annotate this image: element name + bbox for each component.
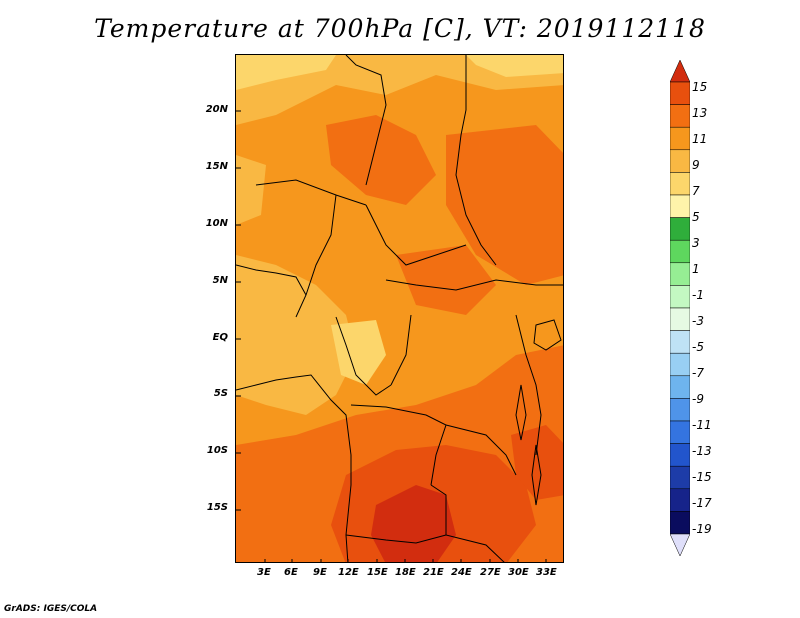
- fill-north-coolest: [236, 55, 336, 90]
- colorbar-label: -1: [692, 288, 704, 302]
- border-car-drc: [385, 279, 563, 291]
- lon-label: 18E: [395, 567, 416, 578]
- lat-label: 15N: [205, 161, 228, 172]
- colorbar-label: 15: [692, 80, 708, 94]
- colorbar-label: -5: [692, 340, 704, 354]
- colorbar-cells: [670, 60, 690, 557]
- colorbar-cell: [670, 149, 690, 173]
- colorbar-label: -19: [692, 522, 712, 536]
- border-chad-car: [365, 204, 467, 266]
- colorbar-label: 5: [692, 210, 700, 224]
- colorbar-top-arrow: [670, 60, 690, 83]
- fill-southern-max: [371, 485, 456, 562]
- colorbar-label: -17: [692, 496, 712, 510]
- lon-label: 24E: [451, 567, 472, 578]
- lon-label: 27E: [480, 567, 501, 578]
- colorbar-label: 3: [692, 236, 700, 250]
- fill-congo-cool: [331, 320, 386, 385]
- lat-label: 5S: [213, 388, 228, 399]
- colorbar-cell: [670, 330, 690, 354]
- lon-label: 21E: [423, 567, 444, 578]
- lat-label: 10S: [206, 445, 228, 456]
- lon-label: 30E: [508, 567, 529, 578]
- colorbar-cell: [670, 443, 690, 467]
- colorbar-label: -11: [692, 418, 712, 432]
- lon-label: 3E: [257, 567, 271, 578]
- border-zambia-drc: [445, 424, 517, 476]
- colorbar-cell: [670, 307, 690, 331]
- lake-tanganyika: [515, 384, 527, 441]
- colorbar-label: -3: [692, 314, 704, 328]
- fill-sahel-warm: [326, 115, 436, 205]
- map-title: Temperature at 700hPa [C], VT: 201911211…: [94, 14, 706, 43]
- country-borders: [236, 55, 563, 562]
- border-angola-drc: [350, 404, 447, 486]
- colorbar-cell: [670, 81, 690, 105]
- colorbar-cell: [670, 126, 690, 151]
- colorbar-cell: [670, 465, 690, 490]
- fill-center-warm: [396, 245, 496, 315]
- border-angola-namibia: [345, 534, 447, 544]
- colorbar-cell: [670, 375, 690, 399]
- colorbar-label: 11: [692, 132, 708, 146]
- fill-southeast-hot: [511, 425, 563, 500]
- lat-label: 15S: [206, 502, 228, 513]
- fill-north-band: [236, 55, 563, 125]
- lat-ticks: [236, 110, 241, 511]
- border-libya-niger: [345, 55, 387, 186]
- map-frame: [235, 54, 564, 563]
- coast-west: [236, 374, 352, 562]
- lon-label: 9E: [313, 567, 327, 578]
- colorbar-label: -7: [692, 366, 704, 380]
- lat-label: 5N: [212, 275, 228, 286]
- colorbar-label: -9: [692, 392, 704, 406]
- colorbar-cell: [670, 352, 690, 377]
- colorbar-cell: [670, 104, 690, 128]
- lat-label: 10N: [205, 218, 228, 229]
- fill-west-cool: [236, 255, 356, 415]
- colorbar-bottom-arrow: [670, 533, 690, 557]
- lon-ticks: [264, 559, 547, 562]
- fill-west-cool2: [236, 155, 266, 225]
- fill-north-east-cool: [466, 55, 563, 77]
- colorbar-label: -13: [692, 444, 712, 458]
- border-gulf: [236, 264, 307, 296]
- border-niger-nigeria: [255, 179, 367, 206]
- border-chad-sudan: [455, 55, 497, 266]
- lon-label: 15E: [367, 567, 388, 578]
- colorbar-label: 13: [692, 106, 708, 120]
- credit-text: GrADS: IGES/COLA: [4, 604, 98, 614]
- colorbar-cell: [670, 488, 690, 512]
- lake-malawi: [531, 444, 542, 506]
- lon-label: 12E: [338, 567, 359, 578]
- colorbar-cell: [670, 172, 690, 196]
- colorbar-label: 9: [692, 158, 700, 172]
- colorbar-cell: [670, 285, 690, 309]
- border-drc-west: [390, 314, 412, 386]
- border-congo: [335, 316, 392, 396]
- colorbar-cell: [670, 239, 690, 264]
- lat-label: EQ: [212, 332, 228, 343]
- colorbar-label: 1: [692, 262, 700, 276]
- lon-label: 33E: [536, 567, 557, 578]
- colorbar-cell: [670, 398, 690, 422]
- border-cameroon: [295, 194, 337, 318]
- colorbar-cell: [670, 262, 690, 286]
- colorbar: [670, 60, 690, 557]
- lake-victoria: [533, 319, 562, 351]
- fill-east-warm: [446, 125, 563, 285]
- colorbar-cell: [670, 194, 690, 218]
- colorbar-cell: [670, 420, 690, 444]
- colorbar-label: 7: [692, 184, 700, 198]
- lon-label: 6E: [284, 567, 298, 578]
- colorbar-cell: [670, 217, 690, 241]
- temperature-map: [236, 55, 563, 562]
- colorbar-cell: [670, 511, 690, 535]
- colorbar-label: -15: [692, 470, 712, 484]
- lat-label: 20N: [205, 104, 228, 115]
- border-east-lakes: [515, 314, 542, 456]
